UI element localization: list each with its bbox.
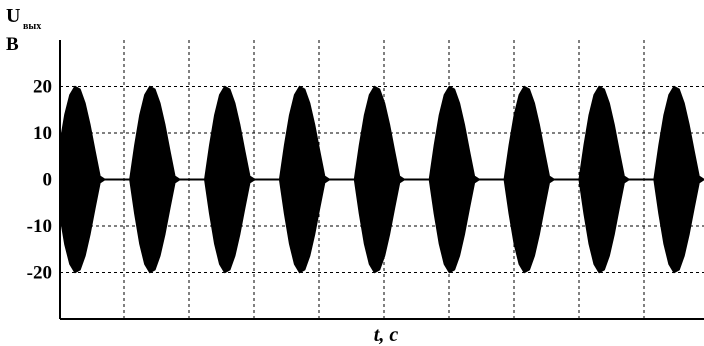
y-tick-labels: 20 10 0 -10 -20 xyxy=(27,77,52,284)
plot-frame xyxy=(59,40,704,320)
y-tick-label: 0 xyxy=(43,170,53,191)
y-axis-label: U xyxy=(6,5,20,27)
y-tick-label: 20 xyxy=(33,77,52,98)
y-tick-label: -10 xyxy=(27,216,52,237)
y-tick-label: -20 xyxy=(27,263,52,284)
y-tick-label: 10 xyxy=(33,123,52,144)
y-axis-label-subscript: вых xyxy=(23,21,41,32)
x-axis-label: t, c xyxy=(374,324,399,346)
y-axis-unit: B xyxy=(6,34,19,55)
